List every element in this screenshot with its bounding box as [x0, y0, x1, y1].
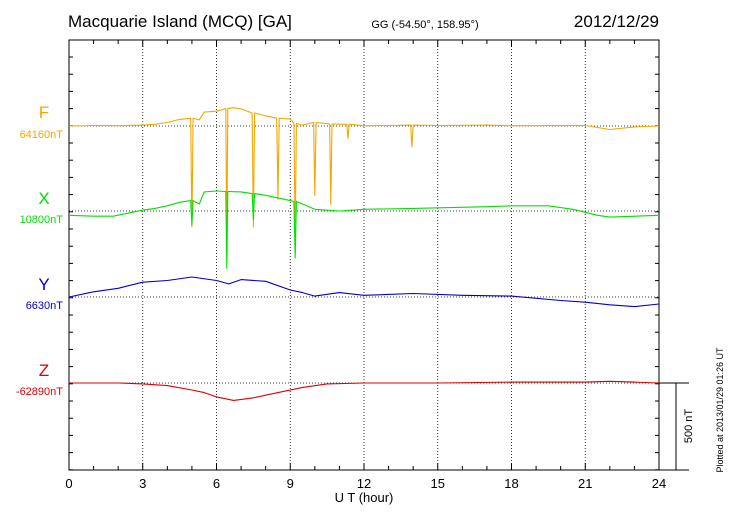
series-y-baseline-value: 6630nT: [26, 300, 64, 312]
series-x-baseline-value: 10800nT: [20, 214, 64, 226]
series-z-name: Z: [39, 361, 49, 380]
plot-frame: [68, 39, 660, 471]
x-tick-label: 21: [578, 476, 592, 491]
series-labels: F 64160nT X 10800nT Y 6630nT Z -62890nT: [16, 103, 63, 398]
x-tick-label: 6: [213, 476, 220, 491]
scale-bar-label: 500 nT: [683, 409, 695, 444]
series-f-line: [68, 107, 660, 249]
series-y-line: [68, 276, 660, 308]
plotted-timestamp: Plotted at 2013/01/29 01:26 UT: [715, 347, 725, 473]
x-tick-label: 18: [504, 476, 518, 491]
x-tick-label: 12: [357, 476, 371, 491]
scale-bar: 500 nT: [659, 382, 695, 471]
axis-ticks: [68, 40, 660, 471]
series-z-baseline-value: -62890nT: [16, 386, 63, 398]
x-tick-label: 15: [431, 476, 445, 491]
series-z-line: [69, 380, 660, 401]
series-y-name: Y: [38, 275, 49, 294]
series-x-line: [68, 190, 660, 269]
x-tick-label: 9: [287, 476, 294, 491]
series-x-name: X: [38, 189, 49, 208]
plot-date: 2012/12/29: [574, 12, 659, 31]
x-axis-label: U T (hour): [335, 490, 394, 505]
x-tick-label: 3: [139, 476, 146, 491]
series-layer: [68, 107, 660, 401]
grid: [69, 40, 659, 470]
x-tick-label: 24: [652, 476, 666, 491]
series-f-name: F: [39, 103, 49, 122]
station-coords: GG (-54.50°, 158.95°): [371, 19, 478, 31]
x-tick-labels: 0 3 6 9 12 15 18 21 24: [65, 476, 666, 491]
station-title: Macquarie Island (MCQ) [GA]: [68, 12, 292, 31]
series-f-baseline-value: 64160nT: [20, 129, 64, 141]
x-tick-label: 0: [65, 476, 72, 491]
